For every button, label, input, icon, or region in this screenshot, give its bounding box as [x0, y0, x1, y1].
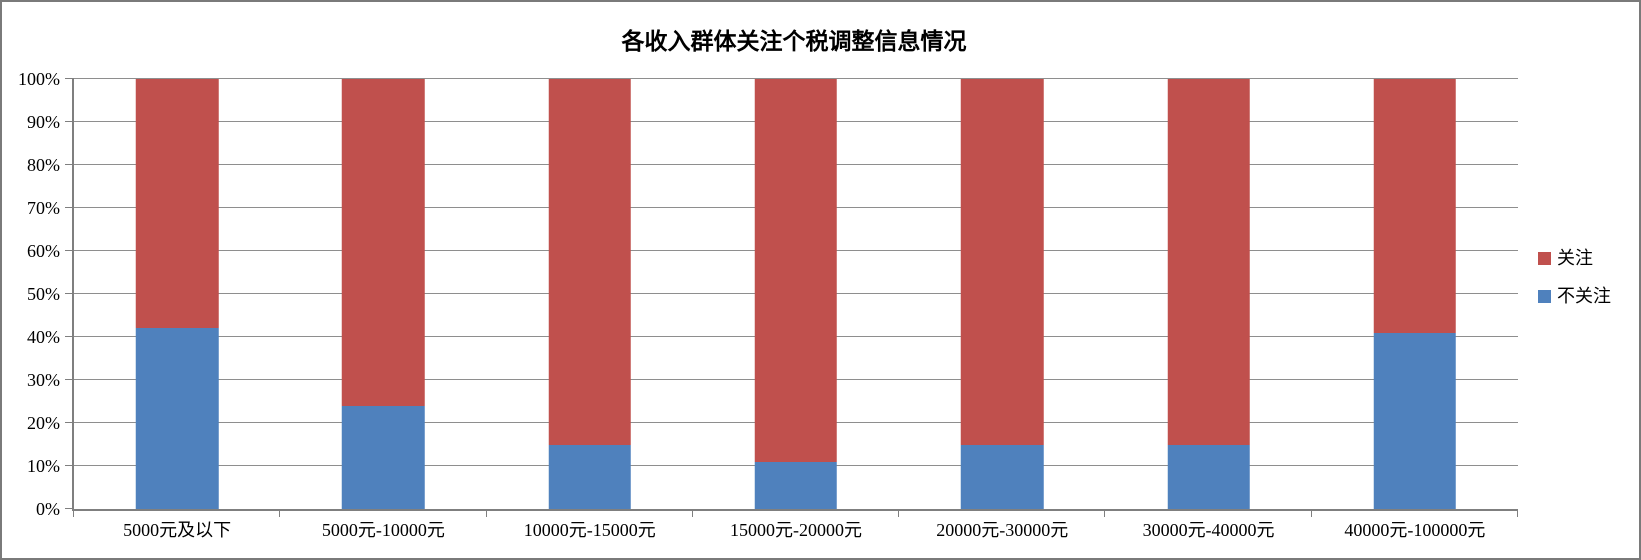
x-axis-category-label: 15000元-20000元: [729, 520, 862, 540]
stacked-bar: [548, 79, 631, 509]
category-slot: 40000元-100000元: [1312, 79, 1518, 539]
bar-segment-series-0: [548, 444, 631, 509]
x-tick-mark: [279, 509, 281, 517]
x-tick-mark: [1104, 509, 1106, 517]
legend-item-label: 不关注: [1557, 286, 1611, 306]
x-tick-mark: [1310, 509, 1312, 517]
bar-segment-series-1: [961, 79, 1044, 445]
x-axis-category-label: 5000元-10000元: [321, 520, 445, 540]
y-axis-tick-label: 20%: [27, 413, 60, 433]
stacked-bar: [961, 79, 1044, 509]
y-tick-mark: [65, 207, 74, 208]
y-axis-tick-label: 90%: [27, 112, 60, 132]
bar-segment-series-1: [1167, 79, 1250, 445]
category-slot: 5000元及以下: [74, 79, 280, 539]
x-axis-category-label: 10000元-15000元: [523, 520, 656, 540]
y-tick-mark: [65, 164, 74, 165]
y-tick-mark: [65, 121, 74, 122]
legend: 关注 不关注: [1538, 249, 1611, 305]
legend-swatch-icon: [1538, 289, 1551, 303]
x-axis-category-label: 30000元-40000元: [1142, 520, 1275, 540]
y-axis-tick-label: 30%: [27, 370, 60, 390]
bar-segment-series-1: [548, 79, 631, 445]
y-tick-mark: [65, 465, 74, 466]
stacked-bar: [1167, 79, 1250, 509]
stacked-bar: [135, 79, 219, 509]
bar-segment-series-1: [342, 79, 425, 406]
category-slot: 15000元-20000元: [693, 79, 899, 539]
y-axis-tick-label: 60%: [27, 241, 60, 261]
x-axis-category-label: 20000元-30000元: [936, 520, 1069, 540]
bar-segment-series-0: [961, 444, 1044, 509]
x-axis-category-label: 40000元-100000元: [1344, 520, 1486, 540]
y-tick-mark: [65, 336, 74, 337]
bar-segment-series-1: [1373, 79, 1457, 333]
category-slot: 5000元-10000元: [280, 79, 486, 539]
stacked-bar: [754, 79, 838, 509]
bar-segment-series-0: [1167, 444, 1250, 509]
stacked-bar: [1373, 79, 1457, 509]
y-axis-tick-label: 80%: [27, 155, 60, 175]
category-slot: 10000元-15000元: [487, 79, 693, 539]
legend-swatch-icon: [1538, 251, 1551, 265]
y-axis-tick-label: 40%: [27, 327, 60, 347]
x-axis-category-label: 5000元及以下: [123, 520, 232, 540]
y-axis-tick-label: 50%: [27, 284, 60, 304]
y-axis-tick-label: 100%: [18, 69, 60, 89]
y-tick-mark: [65, 508, 74, 509]
y-tick-mark: [65, 379, 74, 380]
bar-segment-series-0: [754, 461, 838, 509]
bar-segment-series-1: [135, 79, 219, 329]
plot-area: 0% 10% 20% 30% 40% 50% 60% 70% 80% 90% 100% 5000元及以…: [18, 70, 1518, 539]
y-tick-mark: [65, 250, 74, 251]
x-tick-mark: [485, 509, 487, 517]
category-slot: 20000元-30000元: [899, 79, 1105, 539]
gridline: [74, 78, 1518, 79]
category-slot: 30000元-40000元: [1105, 79, 1311, 539]
bar-segment-series-0: [342, 405, 425, 509]
chart-title: 各收入群体关注个税调整信息情况: [621, 29, 967, 54]
y-axis-tick-label: 0%: [36, 499, 60, 519]
y-tick-mark: [65, 78, 74, 79]
y-tick-mark: [65, 422, 74, 423]
stacked-bar: [342, 79, 425, 509]
x-tick-mark: [73, 509, 74, 517]
legend-item-0: 关注: [1538, 249, 1611, 267]
legend-item-1: 不关注: [1538, 287, 1611, 305]
x-tick-mark: [691, 509, 693, 517]
y-axis-tick-label: 70%: [27, 198, 60, 218]
bar-segment-series-0: [1373, 332, 1457, 509]
legend-item-label: 关注: [1557, 248, 1593, 268]
bar-segment-series-1: [754, 79, 838, 462]
x-tick-mark: [898, 509, 900, 517]
y-tick-mark: [65, 293, 74, 294]
y-axis-tick-label: 10%: [27, 456, 60, 476]
bar-segment-series-0: [135, 328, 219, 509]
x-tick-mark: [1517, 509, 1518, 517]
